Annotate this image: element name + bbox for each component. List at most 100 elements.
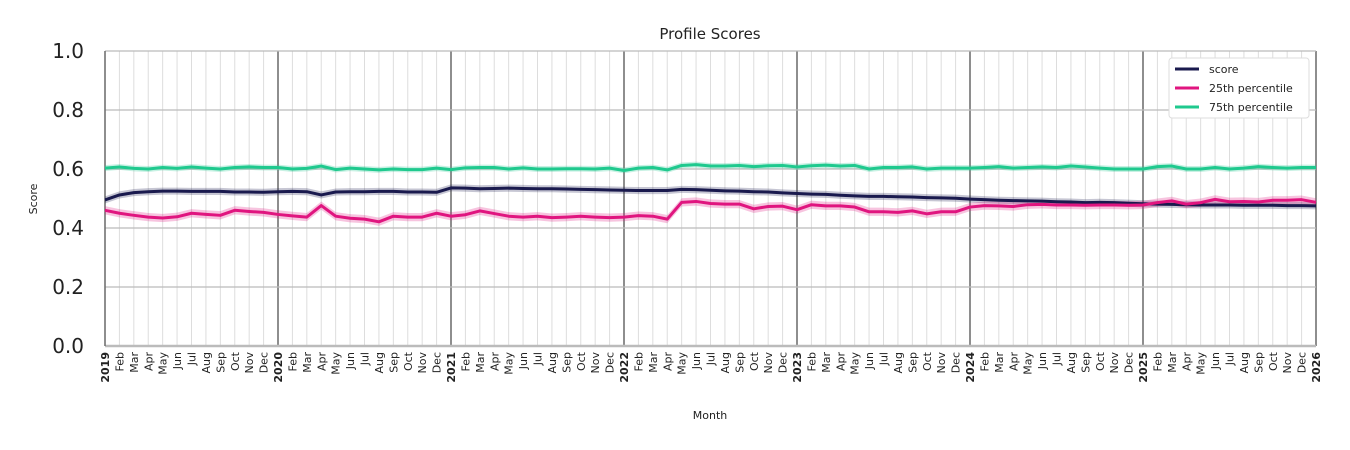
x-tick-label: Apr <box>488 352 501 372</box>
x-tick-label: Sep <box>733 352 746 373</box>
x-tick-label: Dec <box>950 352 963 373</box>
x-tick-label: Feb <box>113 352 126 371</box>
x-tick-label: Aug <box>373 352 386 373</box>
legend-box <box>1168 57 1310 119</box>
x-tick-label: Dec <box>604 352 617 373</box>
x-tick-label: 2019 <box>99 352 112 383</box>
x-tick-label: Aug <box>1065 352 1078 373</box>
x-tick-label: Dec <box>1296 352 1309 373</box>
x-tick-label: Dec <box>431 352 444 373</box>
x-tick-label: Mar <box>1166 352 1179 373</box>
x-tick-label: Jun <box>1209 352 1222 370</box>
legend-label: score <box>1209 63 1239 76</box>
x-tick-label: 2026 <box>1310 352 1323 383</box>
x-tick-label: Jul <box>705 352 718 366</box>
x-tick-label: Jun <box>171 352 184 370</box>
y-axis-label: Score <box>27 183 40 214</box>
x-tick-label: Mar <box>128 352 141 373</box>
series-lines <box>104 163 1317 224</box>
x-tick-label: Apr <box>1180 352 1193 372</box>
x-tick-label: Mar <box>993 352 1006 373</box>
x-tick-label: Oct <box>229 351 242 371</box>
x-tick-label: May <box>849 352 862 375</box>
x-tick-label: Sep <box>1252 352 1265 373</box>
x-tick-label: Apr <box>142 352 155 372</box>
x-tick-label: Sep <box>906 352 919 373</box>
x-tick-label: Apr <box>661 352 674 372</box>
legend-label: 25th percentile <box>1209 82 1293 95</box>
x-tick-label: May <box>503 352 516 375</box>
x-tick-label: Sep <box>214 352 227 373</box>
x-tick-label: Aug <box>719 352 732 373</box>
x-tick-label: Apr <box>834 352 847 372</box>
x-tick-label: Jun <box>863 352 876 370</box>
x-tick-label: Oct <box>1267 351 1280 371</box>
x-tick-label: May <box>1195 352 1208 375</box>
x-tick-label: Jul <box>878 352 891 366</box>
x-tick-label: Feb <box>1151 352 1164 371</box>
x-tick-label: 2021 <box>445 352 458 383</box>
x-tick-label: Aug <box>892 352 905 373</box>
x-tick-label: Feb <box>286 352 299 371</box>
x-tick-label: Sep <box>1079 352 1092 373</box>
x-axis-label: Month <box>693 409 728 422</box>
x-tick-label: Mar <box>820 352 833 373</box>
x-tick-label: Nov <box>762 352 775 374</box>
x-tick-label: Sep <box>387 352 400 373</box>
x-tick-label: May <box>330 352 343 375</box>
x-tick-label: Nov <box>1281 352 1294 374</box>
x-tick-label: 2025 <box>1137 352 1150 383</box>
x-tick-label: Nov <box>935 352 948 374</box>
x-tick-label: Jun <box>1036 352 1049 370</box>
x-tick-label: Dec <box>258 352 271 373</box>
legend-label: 75th percentile <box>1209 101 1293 114</box>
x-tick-label: 2020 <box>272 352 285 383</box>
x-tick-label: Jul <box>359 352 372 366</box>
x-tick-label: May <box>676 352 689 375</box>
x-tick-label: Mar <box>301 352 314 373</box>
x-tick-label: Jul <box>186 352 199 366</box>
x-tick-label: Aug <box>200 352 213 373</box>
x-tick-label: Jul <box>1224 352 1237 366</box>
x-tick-label: Oct <box>575 351 588 371</box>
y-tick-label: 0.2 <box>52 275 84 299</box>
x-tick-label: Dec <box>777 352 790 373</box>
x-tick-label: Apr <box>1007 352 1020 372</box>
x-tick-label: 2022 <box>618 352 631 383</box>
x-tick-label: Jun <box>690 352 703 370</box>
y-tick-label: 0.0 <box>52 334 84 358</box>
x-tick-label: Aug <box>1238 352 1251 373</box>
x-tick-label: Feb <box>459 352 472 371</box>
x-tick-label: 2023 <box>791 352 804 383</box>
grid <box>104 50 1317 348</box>
x-tick-labels: 2019 Feb Mar Apr May Jun Jul Aug Sep Oct Nov Dec 202… <box>99 351 1323 382</box>
x-tick-label: Oct <box>402 351 415 371</box>
y-tick-label: 0.8 <box>52 98 84 122</box>
legend: score 25th percentile 75th percentile <box>1168 57 1310 119</box>
x-tick-label: Nov <box>589 352 602 374</box>
x-tick-label: Feb <box>632 352 645 371</box>
x-tick-label: Feb <box>805 352 818 371</box>
chart-title: Profile Scores <box>659 25 760 43</box>
x-tick-label: Mar <box>474 352 487 373</box>
y-tick-label: 1.0 <box>52 39 84 63</box>
y-tick-labels: 0.0 0.2 0.4 0.6 0.8 1.0 <box>52 39 84 358</box>
x-tick-label: Oct <box>748 351 761 371</box>
x-tick-label: Nov <box>243 352 256 374</box>
x-tick-label: May <box>1022 352 1035 375</box>
x-tick-label: Jun <box>344 352 357 370</box>
x-tick-label: May <box>157 352 170 375</box>
x-tick-label: Nov <box>1108 352 1121 374</box>
x-tick-label: Jul <box>1051 352 1064 366</box>
x-tick-label: Oct <box>921 351 934 371</box>
x-tick-label: Aug <box>546 352 559 373</box>
x-tick-label: Jul <box>532 352 545 366</box>
y-tick-label: 0.6 <box>52 157 84 181</box>
x-tick-label: 2024 <box>964 352 977 383</box>
x-tick-label: Dec <box>1123 352 1136 373</box>
x-tick-label: Oct <box>1094 351 1107 371</box>
x-tick-label: Apr <box>315 352 328 372</box>
x-tick-label: Feb <box>978 352 991 371</box>
x-tick-label: Jun <box>517 352 530 370</box>
